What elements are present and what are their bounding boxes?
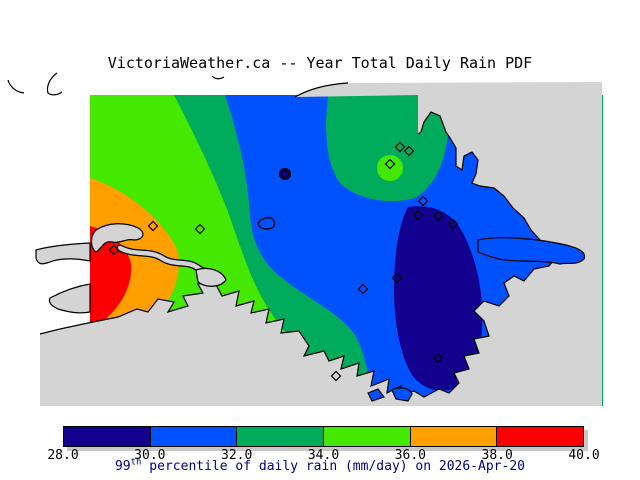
coastline-northwest-curve (294, 82, 349, 98)
coast-fragment-2 (46, 72, 63, 96)
coastline-main (39, 111, 558, 398)
station-diamond-marker (108, 244, 120, 256)
station-markers (108, 141, 459, 382)
station-diamond-marker (417, 195, 429, 207)
station-diamond-marker (412, 209, 424, 221)
contour-region-32-34-north (326, 95, 448, 202)
station-diamond-marker (447, 218, 459, 230)
station-filled-dot (279, 168, 291, 180)
page-title: VictoriaWeather.ca -- Year Total Daily R… (107, 54, 533, 72)
station-diamond-marker (330, 370, 342, 382)
coast-fragment-1 (7, 79, 25, 94)
sooke-harbour-patch (195, 267, 227, 287)
islet-blue-patch-1 (391, 387, 413, 402)
station-diamond-marker (384, 158, 396, 170)
land-west-north-strip (35, 242, 91, 265)
contour-region-28-30 (394, 206, 483, 391)
islet-blue-patch-2 (367, 388, 385, 402)
islet-outline (257, 217, 276, 230)
sooke-basin (90, 223, 144, 253)
station-diamond-marker (391, 272, 403, 284)
station-diamond-marker (279, 168, 291, 180)
coast-fragment-3 (211, 75, 225, 80)
station-diamond-marker (194, 223, 206, 235)
water-region (40, 82, 602, 406)
station-diamond-marker (394, 141, 406, 153)
station-diamond-marker (432, 352, 444, 364)
station-diamond-marker (147, 220, 159, 232)
station-diamond-marker (432, 210, 444, 222)
station-diamond-marker (403, 145, 415, 157)
channel-arm (477, 237, 586, 265)
land-west-peninsula (48, 283, 91, 314)
station-diamond-marker (357, 283, 369, 295)
